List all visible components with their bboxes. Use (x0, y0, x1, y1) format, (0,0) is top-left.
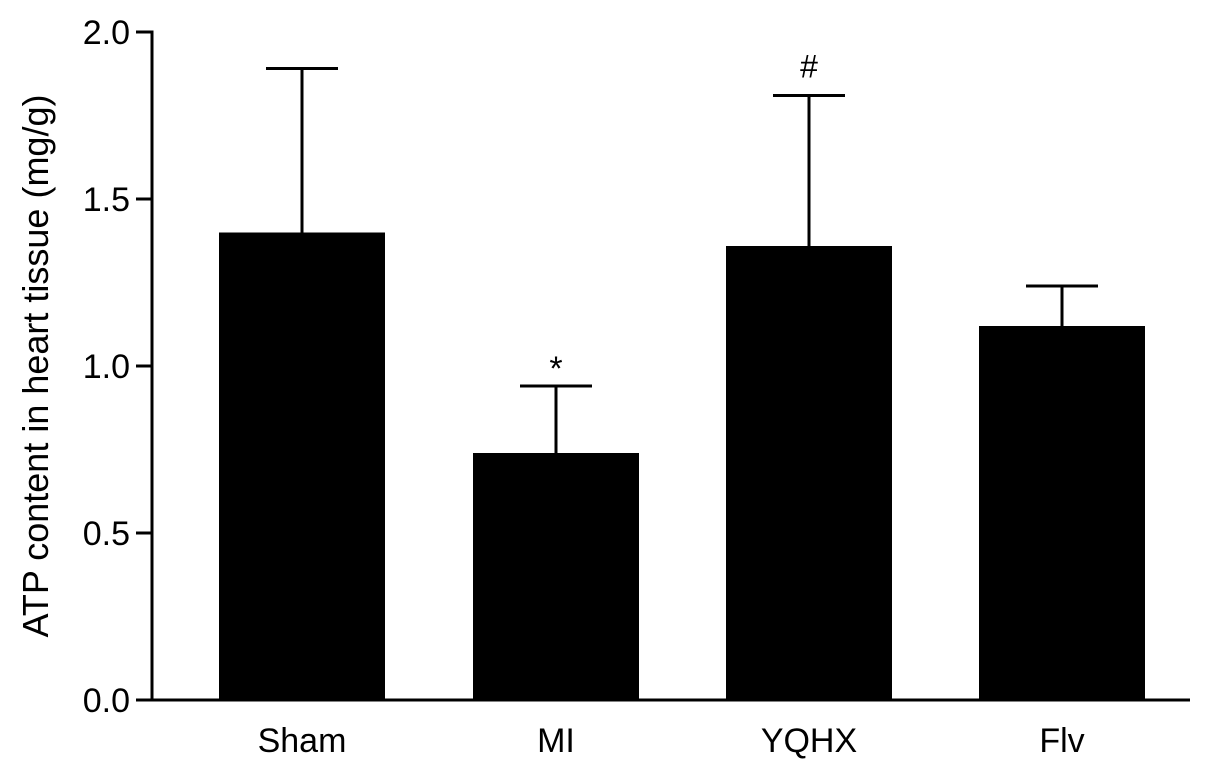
y-axis-title: ATP content in heart tissue (mg/g) (15, 95, 56, 638)
bar-mi (473, 452, 639, 700)
bar-yqhx (726, 245, 892, 700)
x-tick-label: Sham (258, 722, 347, 760)
y-tick-label: 1.5 (83, 181, 130, 219)
y-axis-title-group: ATP content in heart tissue (mg/g) (15, 95, 56, 638)
annotations-group: *# (549, 48, 818, 388)
y-tick-label: 0.0 (83, 682, 130, 720)
y-tick-label: 1.0 (83, 348, 130, 386)
bar-flv (979, 325, 1145, 700)
x-axis: Sham MI YQHX Flv (150, 698, 1190, 760)
significance-marker: * (549, 350, 562, 388)
y-axis: 0.0 0.5 1.0 1.5 2.0 (83, 14, 154, 720)
error-bars-group (266, 67, 1098, 453)
y-tick-label: 2.0 (83, 14, 130, 52)
x-tick-label: MI (537, 722, 575, 760)
x-tick-label: Flv (1039, 722, 1084, 760)
y-tick-label: 0.5 (83, 515, 130, 553)
significance-marker: # (800, 48, 818, 84)
bar-sham (219, 232, 385, 700)
bars-group (219, 232, 1145, 700)
x-tick-label: YQHX (761, 722, 857, 760)
